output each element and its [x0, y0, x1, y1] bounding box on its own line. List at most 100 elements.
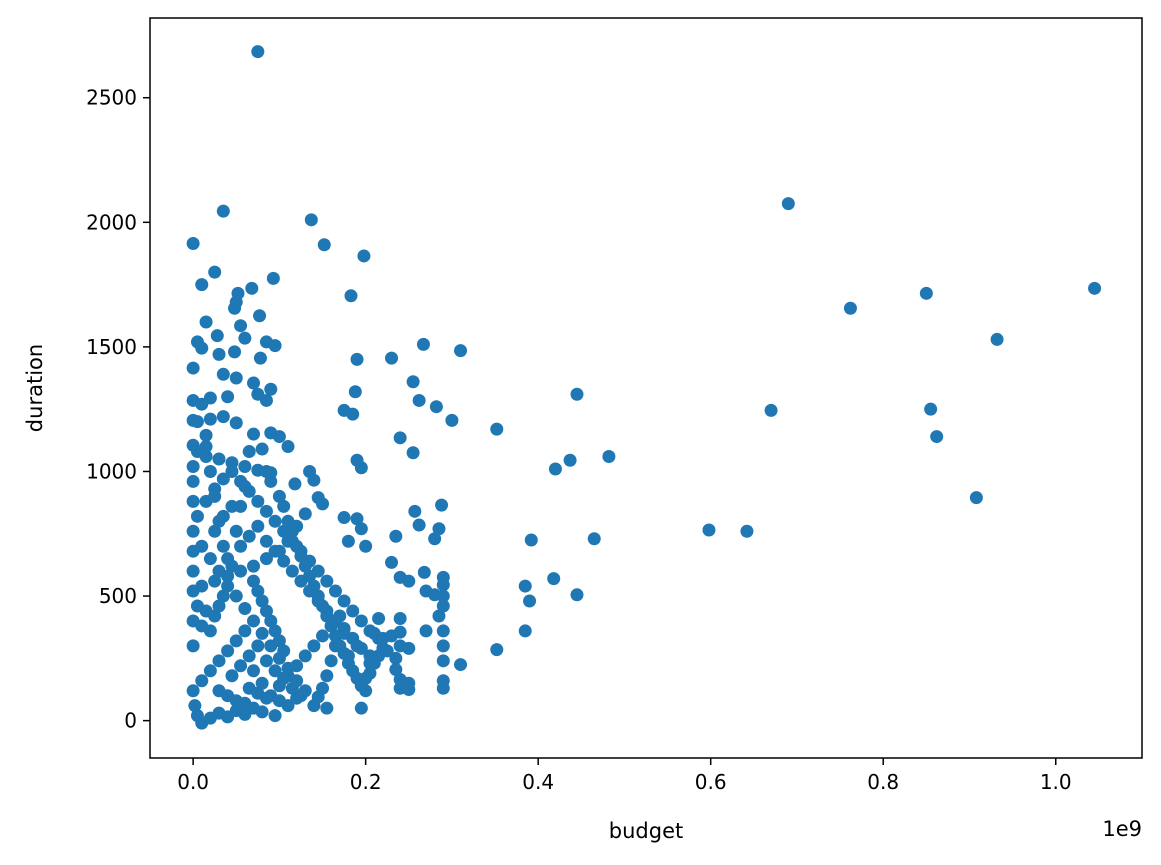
data-point-288	[272, 634, 286, 648]
data-point-234	[203, 464, 217, 478]
data-point-193	[320, 574, 334, 588]
data-point-331	[363, 649, 377, 663]
data-point-239	[225, 559, 239, 573]
data-point-252	[290, 539, 304, 553]
data-point-89	[408, 504, 422, 518]
x-tick-label-1: 0.2	[350, 770, 382, 794]
data-point-243	[242, 445, 256, 459]
data-point-127	[490, 643, 504, 657]
data-point-315	[225, 499, 239, 513]
data-point-67	[602, 450, 616, 464]
x-axis-label: budget	[609, 819, 683, 843]
data-point-93	[389, 529, 403, 543]
data-point-64	[272, 430, 286, 444]
data-point-212	[195, 674, 209, 688]
data-point-320	[268, 544, 282, 558]
data-point-216	[229, 634, 243, 648]
data-point-120	[436, 589, 450, 603]
data-point-247	[264, 474, 278, 488]
data-point-329	[346, 631, 360, 645]
data-point-311	[285, 681, 299, 695]
data-point-97	[341, 534, 355, 548]
data-point-172	[229, 589, 243, 603]
data-point-6	[186, 236, 200, 250]
data-point-307	[251, 639, 265, 653]
data-point-218	[247, 664, 261, 678]
data-point-230	[186, 459, 200, 473]
y-tick-label-3: 1500	[86, 335, 137, 359]
data-point-314	[216, 509, 230, 523]
data-point-140	[389, 651, 403, 665]
data-point-309	[268, 664, 282, 678]
data-point-250	[281, 514, 295, 528]
data-point-98	[337, 511, 351, 525]
data-point-175	[203, 552, 217, 566]
data-point-295	[195, 619, 209, 633]
data-point-313	[208, 524, 222, 538]
data-point-162	[320, 701, 334, 715]
x-tick-label-0: 0.0	[177, 770, 209, 794]
data-point-325	[311, 594, 325, 608]
data-point-125	[523, 594, 537, 608]
data-point-68	[563, 453, 577, 467]
data-point-211	[186, 684, 200, 698]
data-point-268	[359, 684, 373, 698]
data-point-186	[259, 504, 273, 518]
data-point-253	[294, 549, 308, 563]
data-point-324	[303, 584, 317, 598]
data-point-185	[251, 494, 265, 508]
data-point-310	[277, 671, 291, 685]
data-point-174	[212, 564, 226, 578]
data-point-84	[702, 523, 716, 537]
data-point-39	[264, 382, 278, 396]
data-point-18	[843, 301, 857, 315]
data-point-62	[199, 428, 213, 442]
data-point-227	[186, 544, 200, 558]
data-point-219	[255, 676, 269, 690]
data-point-94	[350, 512, 364, 526]
data-point-135	[419, 624, 433, 638]
data-point-28	[454, 344, 468, 358]
data-point-130	[436, 681, 450, 695]
data-point-226	[186, 564, 200, 578]
data-point-181	[216, 472, 230, 486]
data-point-296	[190, 599, 204, 613]
data-point-59	[490, 422, 504, 436]
data-point-31	[228, 345, 242, 359]
data-point-73	[212, 452, 226, 466]
data-point-246	[259, 464, 273, 478]
data-point-282	[247, 574, 261, 588]
data-point-228	[186, 494, 200, 508]
data-point-20	[1088, 281, 1102, 295]
data-point-134	[432, 609, 446, 623]
data-point-27	[416, 337, 430, 351]
data-point-182	[225, 464, 239, 478]
data-point-210	[268, 709, 282, 723]
data-point-287	[268, 624, 282, 638]
data-point-222	[281, 699, 295, 713]
data-point-293	[216, 589, 230, 603]
data-point-229	[186, 474, 200, 488]
data-point-52	[445, 413, 459, 427]
x-axis-ticks: 0.0 0.2 0.4 0.6 0.8 1.0	[177, 758, 1072, 794]
data-point-171	[238, 602, 252, 616]
data-point-169	[255, 626, 269, 640]
data-point-194	[328, 584, 342, 598]
data-point-75	[238, 459, 252, 473]
data-point-47	[259, 393, 273, 407]
data-point-277	[298, 649, 312, 663]
data-point-187	[268, 514, 282, 528]
data-point-29	[195, 341, 209, 355]
data-point-292	[212, 599, 226, 613]
data-point-308	[259, 654, 273, 668]
data-point-58	[229, 416, 243, 430]
data-point-300	[238, 696, 252, 710]
data-point-214	[212, 654, 226, 668]
data-point-61	[930, 430, 944, 444]
data-point-244	[247, 427, 261, 441]
data-point-23	[210, 329, 224, 343]
data-point-303	[259, 691, 273, 705]
data-point-322	[285, 564, 299, 578]
data-point-112	[385, 555, 399, 569]
data-point-40	[348, 385, 362, 399]
